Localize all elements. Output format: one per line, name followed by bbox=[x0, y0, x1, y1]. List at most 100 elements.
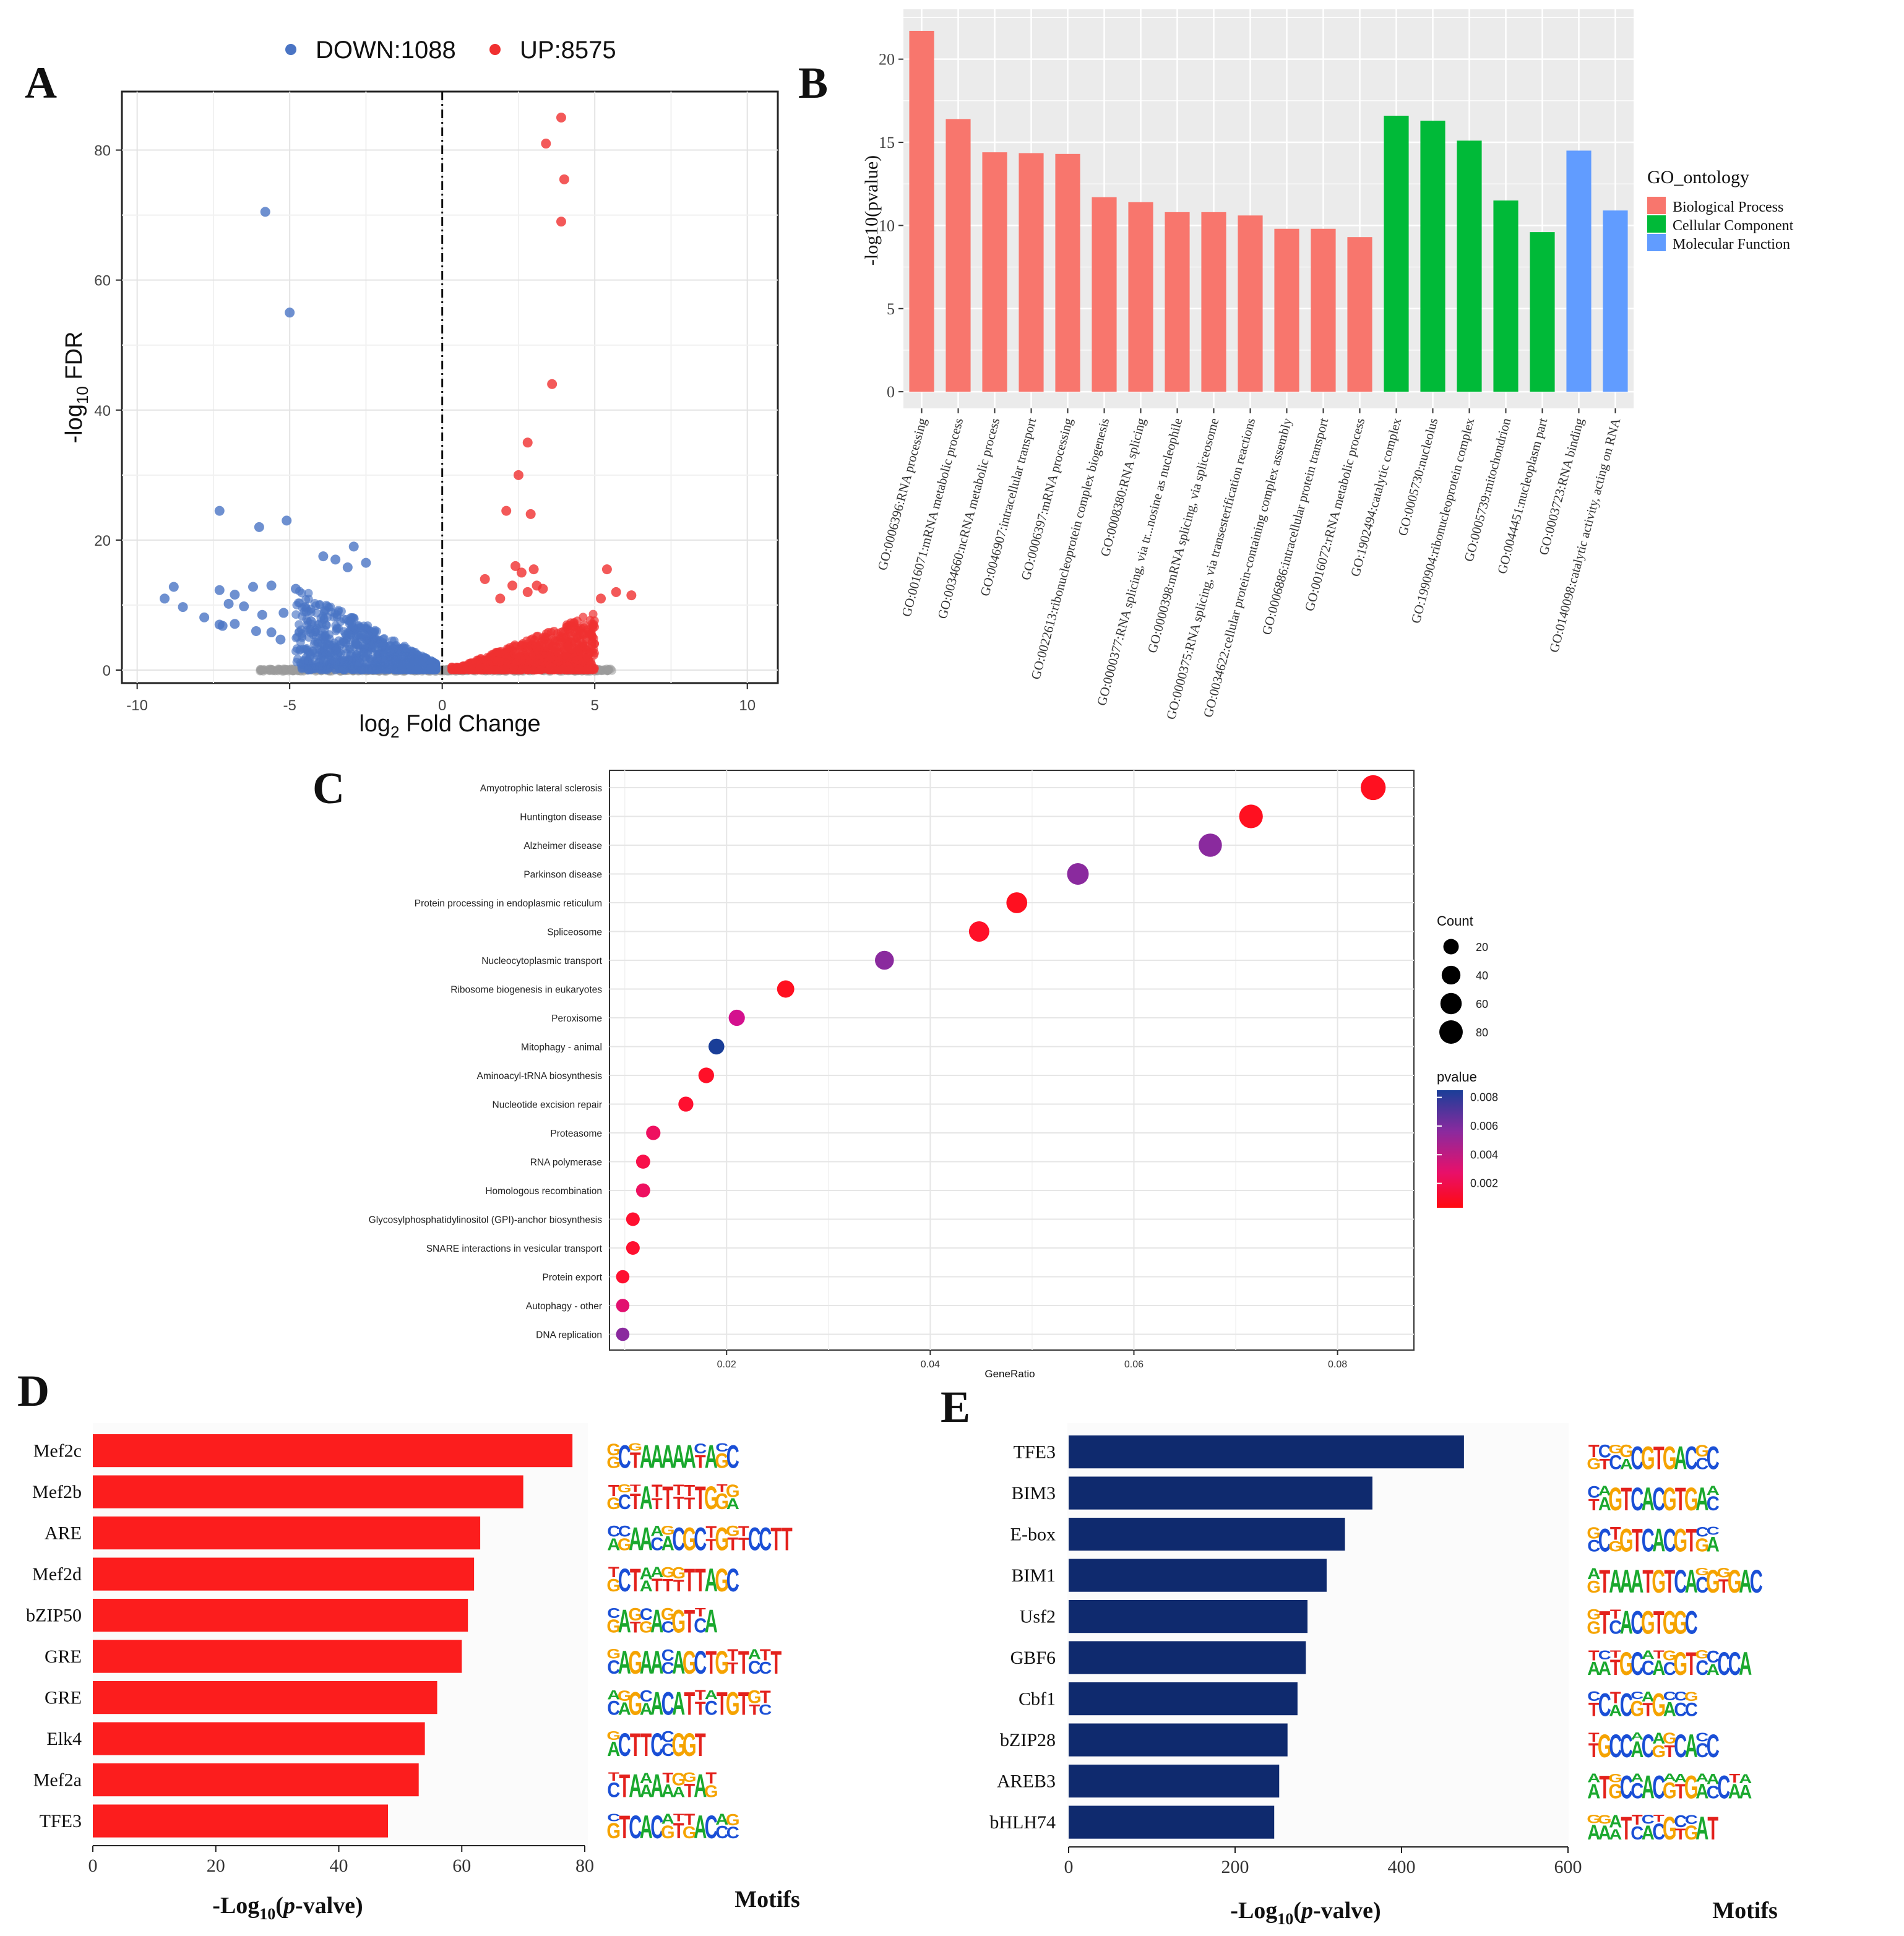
motif-letter: C bbox=[694, 1521, 707, 1558]
go-bar bbox=[946, 119, 971, 392]
tf-label: TFE3 bbox=[40, 1811, 82, 1831]
down-point bbox=[285, 308, 295, 318]
motif-letter: T bbox=[1599, 1456, 1611, 1473]
motif-letter: G bbox=[704, 1782, 718, 1801]
motif-letter: G bbox=[1587, 1813, 1601, 1826]
size-legend-dot bbox=[1439, 1020, 1463, 1044]
tf-bar bbox=[93, 1722, 425, 1755]
motif-letter: A bbox=[726, 1495, 739, 1512]
down-point bbox=[330, 554, 341, 565]
motif-letter: T bbox=[1642, 1564, 1653, 1601]
color-tick-label: 0.002 bbox=[1470, 1177, 1498, 1190]
y-tick-label: 20 bbox=[94, 533, 111, 549]
motif-letter: A bbox=[650, 1564, 663, 1581]
term-label: Spliceosome bbox=[547, 927, 602, 938]
motif-letter: C bbox=[1707, 1728, 1720, 1765]
motif-letter: C bbox=[1620, 1769, 1633, 1806]
down-point bbox=[361, 557, 371, 568]
motif-letter: T bbox=[705, 1523, 717, 1542]
down-point bbox=[338, 663, 347, 672]
y-tick-label: 5 bbox=[887, 300, 895, 318]
motif-letter: C bbox=[1685, 1813, 1698, 1827]
tf-bar bbox=[93, 1763, 419, 1797]
motif-letter: G bbox=[606, 1647, 621, 1662]
term-label: Protein processing in endoplasmic reticu… bbox=[415, 898, 602, 909]
motif-letter: T bbox=[1588, 1731, 1600, 1745]
motif-letter: G bbox=[1673, 1522, 1687, 1559]
term-label: Huntington disease bbox=[520, 812, 602, 823]
motif-letter: C bbox=[1695, 1731, 1708, 1745]
tf-label: bZIP50 bbox=[26, 1606, 82, 1626]
down-point bbox=[296, 658, 305, 668]
motif-letter: C bbox=[1587, 1537, 1600, 1555]
up-point bbox=[467, 665, 476, 674]
motif-letter: T bbox=[684, 1494, 695, 1513]
motif-letter: G bbox=[1673, 1646, 1687, 1683]
up-point bbox=[538, 583, 548, 594]
motif-letter: C bbox=[661, 1618, 674, 1636]
motif-letter: A bbox=[1587, 1820, 1600, 1844]
go-bar bbox=[1274, 228, 1299, 392]
up-point bbox=[546, 628, 556, 637]
motif-letter: A bbox=[650, 1439, 663, 1476]
panel-e-letter: E bbox=[941, 1382, 970, 1432]
motif-letter: G bbox=[1673, 1604, 1687, 1641]
panel-e: E TFE3 BIM3 E-box BIM1 Usf2 GBF6 Cbf1 bZIP28 ARE… bbox=[941, 1382, 1778, 1928]
down-point bbox=[348, 662, 358, 671]
down-point bbox=[327, 608, 336, 617]
motif-letter: T bbox=[695, 1562, 706, 1599]
tf-bar bbox=[1069, 1518, 1345, 1551]
motif-letter: T bbox=[1610, 1607, 1621, 1622]
panel-b: B 0 5 10 15 20 GO:0006396:RNA processingGO:0… bbox=[798, 9, 1794, 721]
down-point bbox=[409, 658, 418, 668]
motif-letter: G bbox=[628, 1645, 642, 1682]
motif-letter: T bbox=[684, 1603, 695, 1640]
term-label: DNA replication bbox=[536, 1330, 602, 1341]
motif-letter: T bbox=[738, 1645, 749, 1682]
motif-letter: A bbox=[661, 1810, 674, 1826]
up-point bbox=[566, 665, 575, 674]
term-label: Peroxisome bbox=[551, 1013, 602, 1024]
motif-letter: T bbox=[717, 1685, 728, 1723]
term-label: Proteasome bbox=[550, 1129, 602, 1139]
x-tick-label: 80 bbox=[575, 1856, 594, 1876]
motif-letter: T bbox=[630, 1562, 641, 1599]
panel-a: A -10 -5 0 5 10 0 20 40 60 80 DOWN:1088 UP:8575 l… bbox=[25, 37, 779, 741]
go-bar bbox=[1055, 153, 1080, 392]
size-legend-dot bbox=[1441, 965, 1461, 985]
motif-letter: C bbox=[1707, 1783, 1720, 1803]
down-point bbox=[260, 207, 270, 217]
panel-a-xlabel-sub: 2 bbox=[390, 723, 399, 741]
motif-letter: G bbox=[606, 1616, 621, 1637]
down-point bbox=[304, 588, 313, 598]
motif-letter: A bbox=[1630, 1564, 1643, 1601]
panel-c-points bbox=[616, 775, 1386, 1341]
motif-letter: T bbox=[1664, 1742, 1675, 1761]
up-point bbox=[495, 657, 504, 666]
legend-bp-label: Biological Process bbox=[1673, 199, 1783, 215]
panel-e-motifs: GTCACGTGACCCGTTCCGAGCGTGACCGCTAGTCACGTGA… bbox=[1587, 1440, 1762, 1847]
tf-bar bbox=[1069, 1723, 1288, 1757]
down-point bbox=[309, 639, 319, 648]
go-bar bbox=[982, 152, 1007, 392]
panel-c-color-ticks: 0.008 0.006 0.004 0.002 bbox=[1437, 1091, 1498, 1190]
down-point bbox=[275, 634, 286, 645]
motif-letter: C bbox=[661, 1685, 674, 1723]
motif-letter: A bbox=[640, 1480, 653, 1517]
motif-letter: A bbox=[607, 1535, 620, 1554]
panel-e-axis: 0 200 400 600 bbox=[1064, 1846, 1582, 1877]
tf-label: TFE3 bbox=[1014, 1442, 1056, 1463]
motif-letter: G bbox=[1587, 1455, 1601, 1473]
motif-letter: C bbox=[759, 1658, 772, 1677]
motif-letter: T bbox=[652, 1495, 663, 1512]
motif-letter: C bbox=[1674, 1728, 1687, 1765]
motif-letter: G bbox=[606, 1453, 621, 1471]
motif-letter: T bbox=[619, 1809, 630, 1846]
motif-logo: AGAACACGCTGTTCCTTACGCAACAAGCGCTTGTGTTCCT… bbox=[607, 1521, 792, 1558]
motif-letter: T bbox=[738, 1685, 749, 1723]
motif-letter: C bbox=[607, 1657, 620, 1678]
motif-letter: T bbox=[1686, 1646, 1697, 1683]
go-bar bbox=[1493, 200, 1518, 392]
motif-letter: G bbox=[1608, 1772, 1622, 1785]
